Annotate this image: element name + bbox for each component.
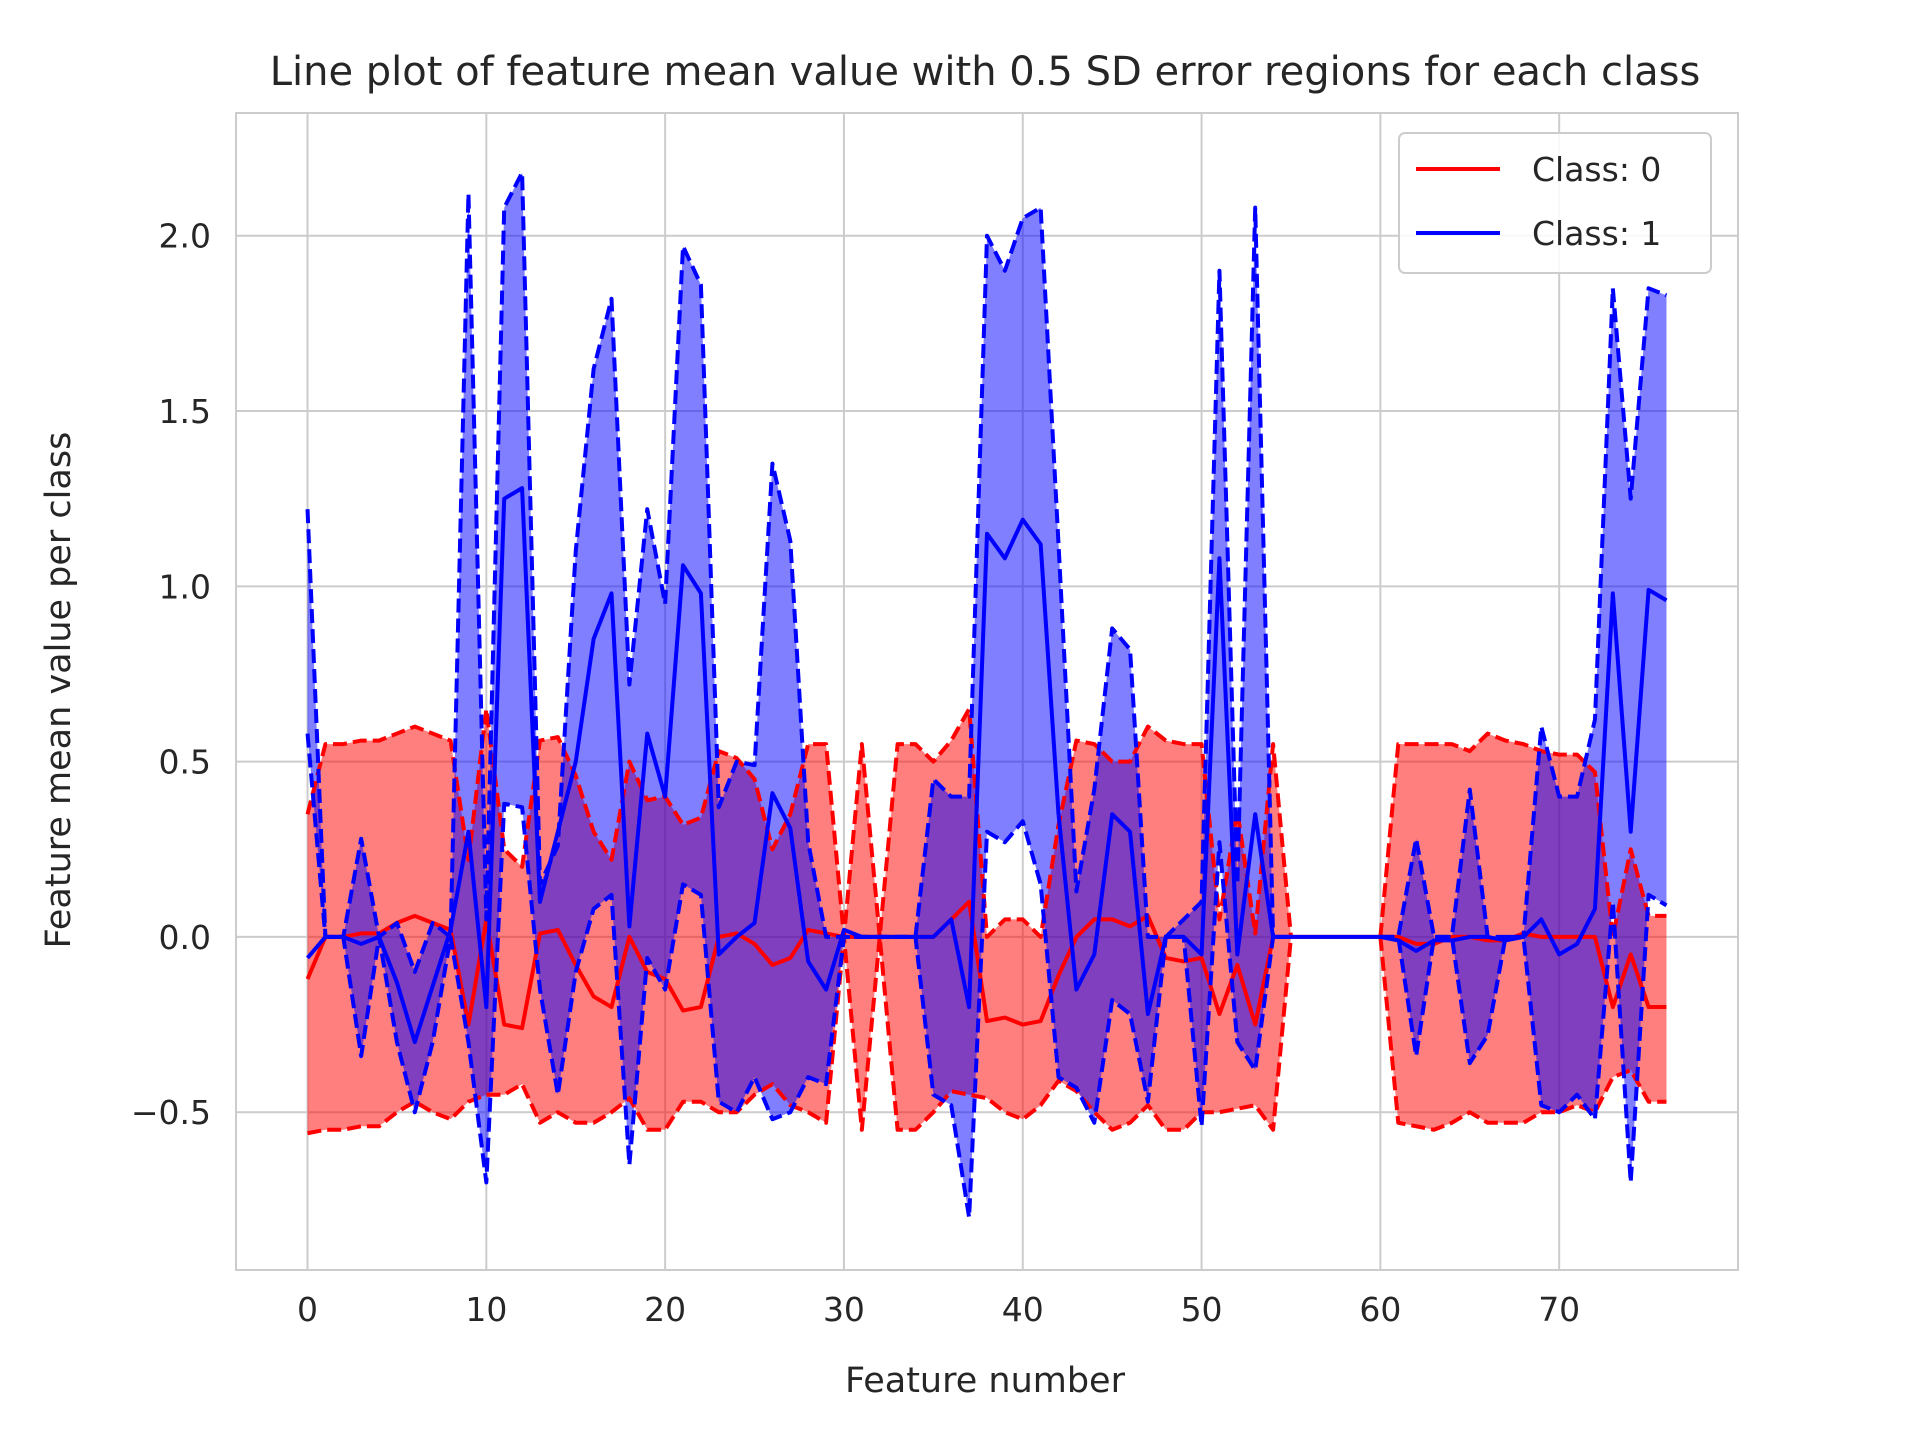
y-tick-label-1: 0.0 — [159, 918, 211, 957]
series-lines — [305, 170, 1668, 1220]
y-tick-label-5: 2.0 — [159, 217, 211, 256]
y-tick-label-0: −0.5 — [131, 1093, 211, 1132]
y-tick-label-2: 0.5 — [159, 743, 211, 782]
plot-frame — [235, 112, 1739, 1271]
chart-title: Line plot of feature mean value with 0.5… — [270, 49, 1701, 95]
error-region-class-1-1 — [1380, 288, 1667, 1183]
x-tick-label-4: 40 — [1002, 1290, 1044, 1329]
y-axis-label: Feature mean value per class — [39, 432, 79, 949]
x-tick-label-1: 10 — [465, 1290, 507, 1329]
x-tick-label-3: 30 — [823, 1290, 865, 1329]
x-axis-label: Feature number — [845, 1361, 1126, 1401]
y-tick-label-4: 1.5 — [159, 392, 211, 431]
legend: Class: 0 Class: 1 — [1398, 132, 1712, 274]
x-tick-label-6: 60 — [1359, 1290, 1401, 1329]
mean-line-class-1 — [305, 486, 1668, 1045]
x-tick-label-2: 20 — [644, 1290, 686, 1329]
lower-bound-line-class-0-1 — [1378, 936, 1667, 1132]
y-tick-label-3: 1.0 — [159, 567, 211, 606]
tick-labels: 0 10 20 30 40 50 60 70 −0.5 0.0 0.5 1.0 1.5 2.0 — [131, 217, 1580, 1329]
upper-bound-line-class-0-1 — [1378, 731, 1667, 939]
upper-bound-line-class-1-0 — [305, 170, 1291, 974]
upper-bound-line-class-0-0 — [305, 707, 1293, 939]
lower-bound-line-class-1-0 — [305, 733, 1291, 1220]
legend-label-class-1: Class: 1 — [1532, 214, 1661, 253]
x-tick-label-7: 70 — [1538, 1290, 1580, 1329]
lower-bound-line-class-1-1 — [1380, 892, 1668, 1185]
legend-label-class-0: Class: 0 — [1532, 150, 1661, 189]
lower-bound-line-class-0-0 — [307, 934, 1293, 1136]
x-tick-label-5: 50 — [1181, 1290, 1223, 1329]
x-tick-label-0: 0 — [297, 1290, 318, 1329]
